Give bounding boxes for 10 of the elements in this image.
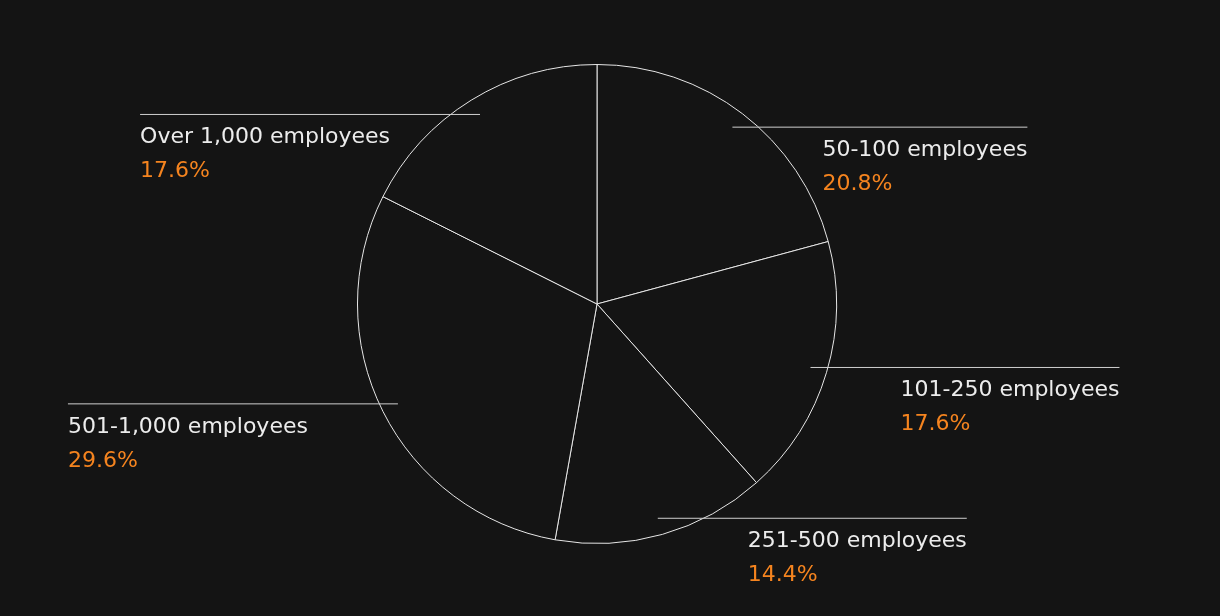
data-label: 29.6% [67, 446, 138, 472]
slice-label: 101-250 employees [900, 376, 1120, 402]
slice-label: 501-1,000 employees [67, 412, 308, 438]
slice-label: Over 1,000 employees [140, 123, 391, 149]
data-label: 17.6% [140, 157, 210, 183]
data-label: 14.4% [747, 561, 818, 587]
slice-label: 251-500 employees [747, 527, 967, 553]
slice-label: 50-100 employees [822, 136, 1028, 162]
data-label: 17.6% [900, 410, 971, 436]
data-label: 20.8% [822, 170, 893, 196]
